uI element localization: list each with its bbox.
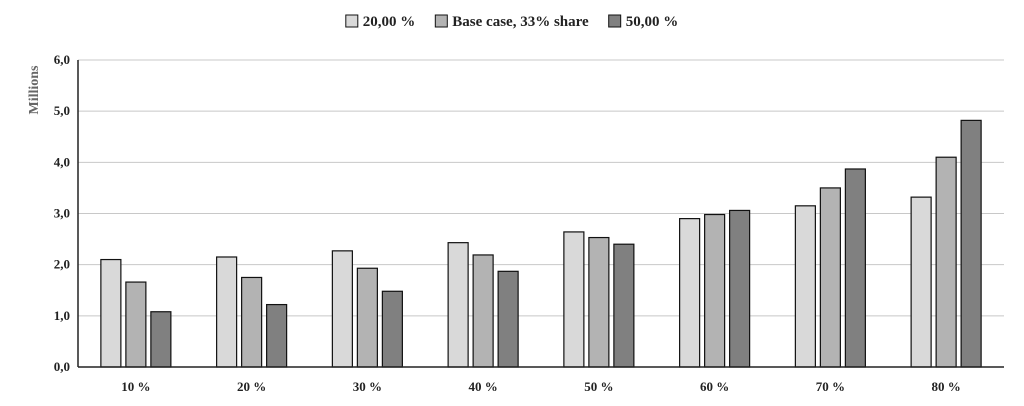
bar	[910, 196, 932, 368]
legend-swatch	[608, 14, 622, 28]
y-tick-label: 2,0	[54, 257, 70, 272]
x-tick-label: 70 %	[816, 379, 845, 394]
bar	[381, 290, 403, 368]
bar	[472, 254, 494, 368]
y-axis-label: Millions	[27, 65, 42, 115]
y-tick-label: 0,0	[54, 359, 70, 374]
bar	[266, 303, 288, 368]
legend-label: Base case, 33% share	[452, 14, 589, 30]
y-tick-label: 6,0	[54, 52, 70, 67]
bar	[331, 250, 353, 368]
bar	[356, 267, 378, 368]
x-tick-label: 20 %	[237, 379, 266, 394]
y-tick-label: 4,0	[54, 154, 70, 169]
legend-label: 50,00 %	[626, 14, 679, 30]
bar	[613, 243, 635, 368]
bar	[794, 205, 816, 368]
bar	[100, 258, 122, 368]
legend: 20,00 % Base case, 33% share 50,00 %	[345, 14, 679, 30]
y-axis-ticks: 0,0 1,0 2,0 3,0 4,0 5,0 6,0	[54, 52, 70, 374]
x-axis-ticks: 10 % 20 % 30 % 40 % 50 % 60 % 70 % 80 %	[121, 379, 961, 394]
bar	[819, 187, 841, 368]
bar	[844, 168, 866, 368]
bar	[704, 213, 726, 368]
bar	[679, 218, 701, 368]
y-tick-label: 3,0	[54, 206, 70, 221]
legend-swatch	[345, 14, 359, 28]
bar	[125, 281, 147, 368]
x-tick-label: 60 %	[700, 379, 729, 394]
bar	[497, 270, 519, 368]
bar	[241, 276, 263, 368]
axes	[77, 60, 1004, 368]
bar	[960, 119, 982, 368]
bar	[150, 311, 172, 368]
x-tick-label: 10 %	[121, 379, 150, 394]
legend-swatch	[434, 14, 448, 28]
bar	[729, 209, 751, 368]
y-tick-label: 1,0	[54, 308, 70, 323]
legend-label: 20,00 %	[363, 14, 416, 30]
bar	[216, 256, 238, 368]
bars	[100, 119, 982, 368]
bar	[935, 156, 957, 368]
bar	[563, 231, 585, 368]
y-tick-label: 5,0	[54, 103, 70, 118]
bar	[588, 236, 610, 368]
x-tick-label: 50 %	[584, 379, 613, 394]
bar	[447, 242, 469, 368]
x-tick-label: 80 %	[932, 379, 961, 394]
x-tick-label: 40 %	[469, 379, 498, 394]
x-tick-label: 30 %	[353, 379, 382, 394]
